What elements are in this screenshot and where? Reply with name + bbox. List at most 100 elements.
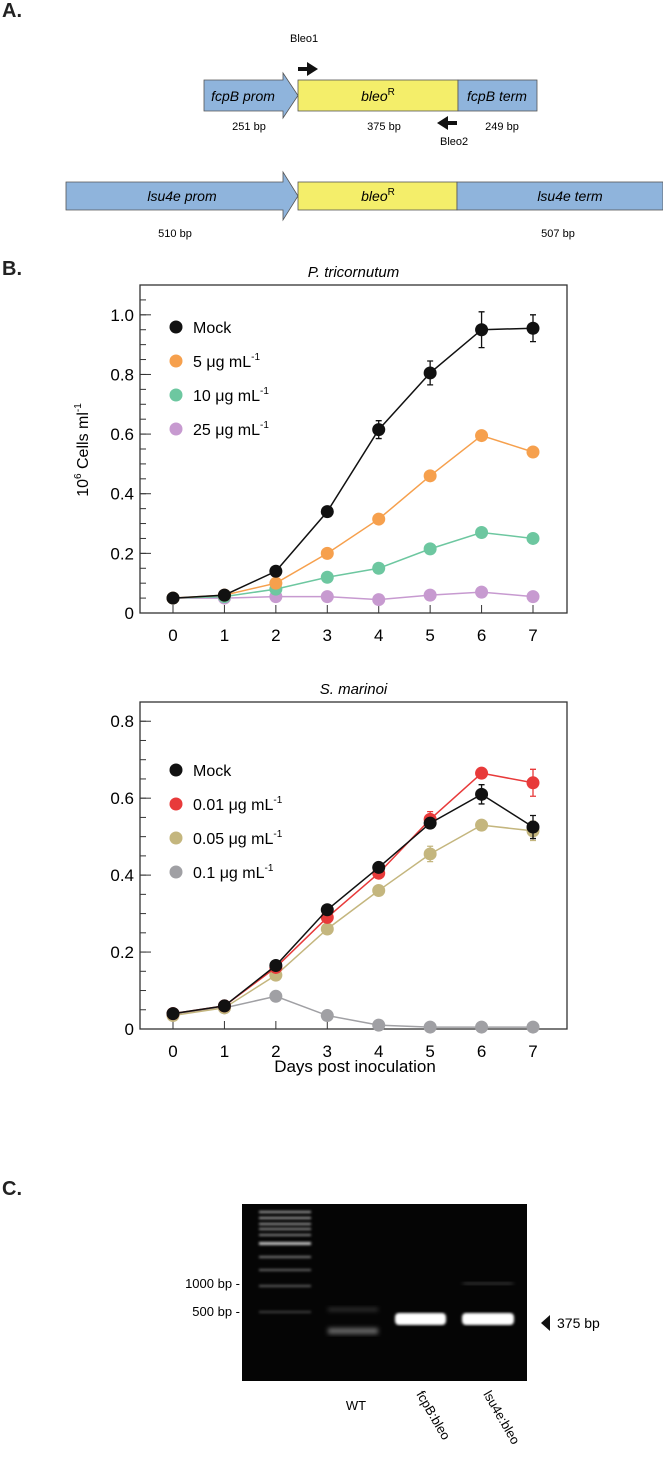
data-point (526, 445, 540, 459)
chart-0: P. tricornutum 0 0.2 0.4 0.6 0.8 1.0 0 1 2 3 4 5 6 7 Mo… (110, 264, 568, 645)
series-line (173, 591, 534, 601)
data-point (475, 766, 489, 780)
data-point (320, 570, 334, 584)
data-point (372, 884, 386, 898)
data-point (320, 1009, 334, 1023)
y-tick-label: 0.4 (110, 485, 134, 504)
series-line (172, 995, 533, 1028)
data-point (320, 546, 334, 560)
fcpb-band (395, 1313, 446, 1325)
arrow-left-icon (437, 116, 457, 130)
data-point (269, 564, 283, 578)
data-point (526, 820, 540, 834)
legend-marker (169, 354, 183, 368)
legend-marker (169, 831, 183, 845)
panel-label-b: B. (2, 258, 22, 280)
y-tick-label: 0.8 (110, 712, 134, 731)
data-point (475, 585, 489, 599)
y-tick-label: 0.6 (110, 789, 134, 808)
data-point (423, 847, 437, 861)
plot-frame (139, 701, 568, 1030)
x-tick-label: 0 (168, 1042, 177, 1061)
y-tick-label: 0.8 (110, 365, 134, 384)
fcpb-term-label: fcpB term (467, 88, 527, 104)
data-point (217, 999, 231, 1013)
data-point (475, 323, 489, 337)
legend-marker (169, 797, 183, 811)
marker-1000bp: 1000 bp - (185, 1276, 240, 1291)
x-tick-label: 7 (528, 1042, 537, 1061)
y-tick-label: 0 (125, 1020, 134, 1039)
x-tick-label: 1 (220, 1042, 229, 1061)
data-point (526, 590, 540, 604)
data-point (372, 860, 386, 874)
panel-label-c: C. (2, 1178, 22, 1200)
data-point (372, 561, 386, 575)
lsu4e-promoter (65, 170, 299, 222)
lane-label-wt: WT (346, 1398, 366, 1413)
y-tick-label: 0.4 (110, 866, 134, 885)
lsu4e-prom-length: 510 bp (158, 228, 192, 240)
legend-label: Mock (193, 763, 232, 780)
bleo-length: 375 bp (367, 121, 401, 133)
series-line (172, 434, 534, 599)
legend-marker (169, 422, 183, 436)
fcpb-prom-length: 251 bp (232, 121, 266, 133)
legend-label: 0.01 μg mL-1 (193, 795, 283, 814)
wt-lane (328, 1308, 378, 1334)
x-tick-label: 2 (271, 1042, 280, 1061)
data-point (372, 512, 386, 526)
series-5-g-ml (166, 429, 540, 605)
lane-label-fcpb: fcpB:bleo (413, 1388, 453, 1442)
x-tick-label: 5 (425, 1042, 434, 1061)
x-tick-label: 4 (374, 626, 383, 645)
data-point (423, 366, 437, 380)
band-size-label: 375 bp (557, 1315, 600, 1331)
data-point (475, 818, 489, 832)
marker-500bp: 500 bp - (192, 1304, 240, 1319)
x-tick-label: 7 (528, 626, 537, 645)
x-axis-label: Days post inoculation (274, 1057, 436, 1076)
legend-marker (169, 388, 183, 402)
series-mock (166, 311, 540, 605)
series-line (172, 824, 534, 1017)
lsu4e-prom-label: lsu4e prom (147, 188, 217, 204)
legend-marker (169, 320, 183, 334)
ladder-lane (259, 1211, 311, 1313)
gel-background (242, 1204, 527, 1381)
data-point (526, 776, 540, 790)
arrow-right-icon (298, 62, 318, 76)
x-tick-label: 2 (271, 626, 280, 645)
data-point (475, 787, 489, 801)
x-tick-label: 6 (477, 626, 486, 645)
chart-title: S. marinoi (320, 681, 388, 698)
y-tick-label: 0.2 (110, 544, 134, 563)
data-point (475, 525, 489, 539)
data-point (526, 321, 540, 335)
data-point (423, 1020, 437, 1034)
legend-label: 0.05 μg mL-1 (193, 829, 283, 848)
fcpb-prom-label: fcpB prom (211, 88, 275, 104)
data-point (372, 423, 386, 437)
data-point (320, 903, 334, 917)
legend-label: 10 μg mL-1 (193, 386, 269, 405)
data-point (372, 593, 386, 607)
lsu4e-terminator (456, 181, 663, 211)
x-tick-label: 3 (323, 1042, 332, 1061)
data-point (269, 989, 283, 1003)
growth-charts: P. tricornutum 0 0.2 0.4 0.6 0.8 1.0 0 1 2 3 4 5 6 7 Mo… (73, 264, 568, 1076)
panel-label-a: A. (2, 0, 22, 22)
lsu4e-term-length: 507 bp (541, 228, 575, 240)
data-point (217, 588, 231, 602)
data-point (320, 590, 334, 604)
lsu4e-term-label: lsu4e term (537, 188, 603, 204)
x-tick-label: 5 (425, 626, 434, 645)
series-line (172, 793, 534, 1015)
x-tick-label: 0 (168, 626, 177, 645)
data-point (526, 1020, 540, 1034)
legend-marker (169, 865, 183, 879)
data-point (320, 922, 334, 936)
data-point (320, 505, 334, 519)
data-point (269, 959, 283, 973)
legend-label: 25 μg mL-1 (193, 420, 269, 439)
